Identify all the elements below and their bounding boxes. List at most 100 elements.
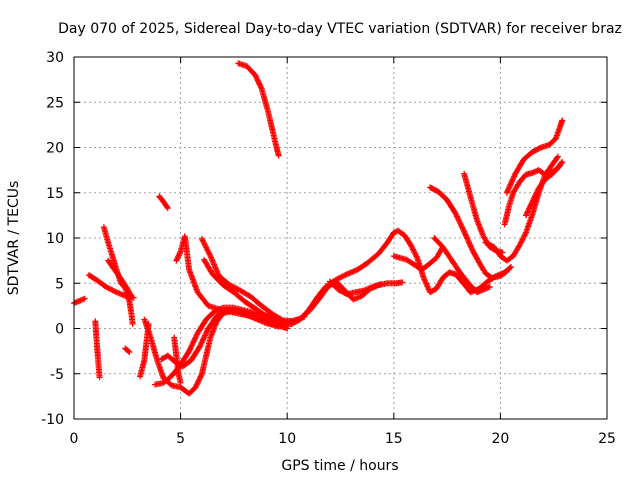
chart-title: Day 070 of 2025, Sidereal Day-to-day VTE…	[58, 21, 622, 37]
data-point	[467, 242, 474, 249]
data-point	[558, 160, 565, 167]
data-point	[164, 205, 171, 212]
series-track-13	[173, 233, 295, 328]
data-point	[194, 380, 201, 387]
data-point	[198, 372, 205, 379]
data-point	[505, 185, 512, 192]
data-point	[462, 232, 469, 239]
series-track-05	[105, 257, 135, 300]
data-point	[126, 349, 133, 356]
data-point	[188, 342, 195, 349]
x-ticks: 0 5 10 15 20 25	[70, 57, 616, 447]
data-point	[109, 287, 116, 294]
data-point	[127, 292, 134, 299]
series-track-14	[198, 235, 308, 325]
series-track-22	[431, 235, 493, 296]
data-point	[190, 339, 197, 346]
data-point	[508, 180, 515, 187]
data-point	[197, 374, 204, 381]
data-point	[507, 181, 514, 188]
data-point	[506, 264, 513, 271]
data-point	[195, 378, 202, 385]
data-point	[461, 230, 468, 237]
data-point	[559, 158, 566, 165]
y-tick-label: -5	[50, 367, 64, 383]
data-point	[524, 208, 531, 215]
data-point	[192, 334, 199, 341]
data-point	[192, 384, 199, 391]
data-point	[199, 338, 206, 345]
series-track-15	[201, 256, 301, 326]
series-track-27	[522, 158, 566, 219]
data-point	[257, 84, 264, 91]
y-tick-label: 5	[55, 276, 64, 292]
data-point	[527, 202, 534, 209]
data-point	[526, 205, 533, 212]
data-point	[193, 382, 200, 389]
data-point	[530, 196, 537, 203]
data-point	[554, 154, 561, 161]
data-point	[505, 187, 512, 194]
y-tick-label: 10	[46, 231, 64, 247]
series-track-06	[122, 345, 133, 356]
data-point	[506, 182, 513, 189]
data-point	[177, 379, 184, 386]
data-point	[104, 284, 111, 291]
data-point	[455, 217, 462, 224]
data-point	[503, 268, 510, 275]
data-point	[526, 204, 533, 211]
data-point	[167, 381, 174, 388]
data-point	[508, 263, 515, 270]
data-point	[531, 194, 538, 201]
data-point	[230, 284, 237, 291]
data-point	[234, 286, 241, 293]
data-point	[204, 328, 211, 335]
series-track-21	[427, 184, 510, 281]
data-point	[255, 78, 262, 85]
data-point	[533, 190, 540, 197]
x-tick-label: 0	[70, 431, 79, 447]
data-point	[378, 281, 385, 288]
y-tick-label: 25	[46, 95, 64, 111]
data-point	[486, 283, 493, 290]
data-point	[197, 342, 204, 349]
data-point	[454, 214, 461, 221]
data-point	[188, 343, 195, 350]
data-point	[257, 82, 264, 89]
data-point	[463, 234, 470, 241]
data-point	[459, 224, 466, 231]
data-point	[460, 227, 467, 234]
data-point	[464, 236, 471, 243]
data-point	[456, 218, 463, 225]
y-tick-label: 30	[46, 50, 64, 66]
data-point	[190, 338, 197, 345]
x-tick-label: 20	[491, 431, 509, 447]
data-point	[532, 192, 539, 199]
data-point	[529, 198, 536, 205]
series-track-01	[71, 295, 88, 307]
data-point	[468, 244, 475, 251]
data-point	[252, 73, 259, 80]
data-point	[198, 340, 205, 347]
data-point	[504, 188, 511, 195]
series-track-03	[92, 318, 103, 381]
data-point	[337, 274, 344, 281]
data-point	[128, 293, 135, 300]
data-point	[536, 145, 543, 152]
data-point	[339, 273, 346, 280]
data-point	[399, 279, 406, 286]
data-point	[81, 295, 88, 302]
data-point	[511, 173, 518, 180]
data-point	[163, 203, 170, 210]
data-point	[186, 348, 193, 355]
data-point	[252, 72, 259, 79]
data-point	[509, 177, 516, 184]
data-point	[459, 225, 466, 232]
data-point	[525, 206, 532, 213]
data-point	[203, 329, 210, 336]
x-tick-label: 15	[385, 431, 403, 447]
y-tick-label: 20	[46, 141, 64, 157]
data-point	[534, 187, 541, 194]
